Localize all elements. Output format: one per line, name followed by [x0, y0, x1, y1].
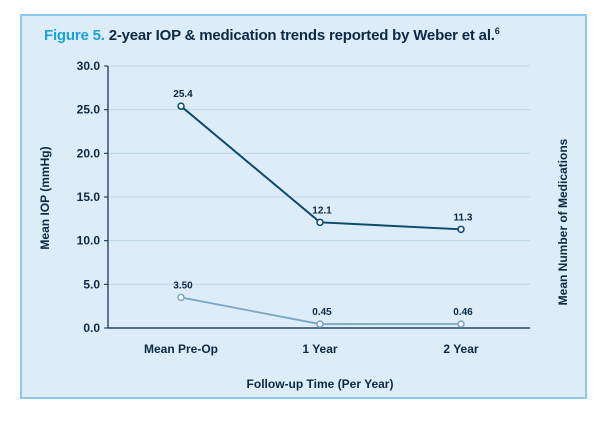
data-point — [177, 102, 185, 110]
figure-title: Figure 5. 2-year IOP & medication trends… — [44, 26, 500, 44]
data-point — [457, 225, 465, 234]
x-tick-label: 2 Year — [443, 342, 478, 356]
y-tick-label: 25.0 — [77, 103, 101, 117]
grid-lines — [108, 65, 530, 285]
data-point — [316, 218, 324, 227]
y-tick-label: 10.0 — [77, 234, 101, 248]
data-label: 12.1 — [312, 205, 332, 216]
y-tick-label: 5.0 — [83, 277, 100, 291]
figure-label: Figure 5. — [44, 27, 105, 44]
figure-title-text: 2-year IOP & medication trends reported … — [108, 27, 495, 44]
series-mean-iop: 25.4 12.1 11.3 — [173, 89, 473, 234]
y-tick-label: 20.0 — [77, 146, 101, 160]
data-point — [457, 320, 465, 328]
y-tick-label: 0.0 — [83, 321, 100, 335]
figure-title-superscript: 6 — [494, 26, 500, 36]
data-point — [177, 293, 185, 302]
x-axis-title: Follow-up Time (Per Year) — [247, 377, 394, 391]
y-axis-title: Mean IOP (mmHg) — [38, 146, 52, 249]
series-layer: 25.4 12.1 11.3 3.50 0.45 0.46 — [173, 89, 473, 328]
data-label: 0.45 — [312, 307, 332, 318]
data-label: 25.4 — [173, 89, 193, 100]
y-tick-labels: 0.0 5.0 10.0 15.0 20.0 25.0 30.0 — [77, 59, 108, 335]
y-tick-label: 30.0 — [77, 59, 101, 73]
y-tick-label: 15.0 — [77, 190, 101, 204]
data-label: 11.3 — [454, 212, 473, 223]
x-tick-label: 1 Year — [302, 342, 337, 356]
x-tick-labels: Mean Pre-Op 1 Year 2 Year — [144, 342, 479, 356]
y-axis-title-right: Mean Number of Medications — [556, 138, 570, 305]
x-tick-label: Mean Pre-Op — [144, 342, 218, 356]
series-mean-medications: 3.50 0.45 0.46 — [173, 280, 473, 328]
data-label: 0.46 — [453, 307, 473, 318]
data-label: 3.50 — [173, 280, 193, 291]
figure-panel: Figure 5. 2-year IOP & medication trends… — [20, 14, 587, 399]
data-point — [316, 320, 324, 328]
